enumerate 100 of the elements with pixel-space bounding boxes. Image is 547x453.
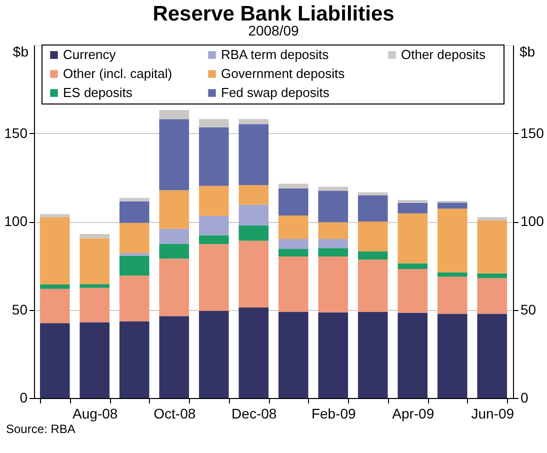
x-tick-label: Aug-08 bbox=[72, 406, 118, 422]
bar bbox=[318, 222, 348, 239]
bar bbox=[437, 314, 468, 398]
y-tick-label: 100 bbox=[4, 213, 28, 229]
legend-label: RBA term deposits bbox=[221, 47, 330, 62]
bar bbox=[318, 312, 348, 398]
bar bbox=[398, 312, 428, 398]
y-axis-title: $b bbox=[12, 44, 29, 60]
bar bbox=[119, 276, 150, 322]
bar bbox=[198, 235, 229, 244]
x-tick-label: Dec-08 bbox=[232, 406, 277, 422]
bar bbox=[477, 273, 508, 278]
bar bbox=[278, 249, 308, 256]
bar bbox=[119, 253, 150, 256]
bar bbox=[278, 216, 308, 239]
bar bbox=[358, 312, 388, 398]
bar bbox=[358, 252, 388, 260]
bar bbox=[437, 208, 468, 272]
bar bbox=[119, 202, 150, 223]
bar bbox=[40, 323, 70, 398]
bar bbox=[159, 110, 190, 120]
bar bbox=[358, 192, 388, 196]
bar bbox=[198, 244, 229, 311]
legend-label: Other (incl. capital) bbox=[63, 66, 172, 81]
y2-tick-label: 100 bbox=[520, 213, 544, 229]
bar bbox=[318, 190, 348, 222]
bar bbox=[437, 276, 468, 314]
bar bbox=[278, 312, 308, 398]
bar bbox=[40, 284, 70, 289]
bar bbox=[358, 195, 388, 222]
bar bbox=[119, 198, 150, 202]
bar bbox=[80, 288, 110, 322]
bar bbox=[40, 288, 70, 324]
bar bbox=[278, 256, 308, 312]
bar bbox=[198, 310, 229, 398]
legend-label: Government deposits bbox=[221, 66, 346, 81]
bar bbox=[238, 185, 269, 205]
y2-axis-title: $b bbox=[520, 44, 536, 60]
bar bbox=[80, 234, 110, 238]
bar bbox=[159, 258, 190, 316]
y2-tick-label: 150 bbox=[520, 124, 544, 141]
source-note: Source: RBA bbox=[6, 422, 76, 436]
bar bbox=[398, 213, 428, 264]
bar bbox=[198, 186, 229, 216]
bar bbox=[80, 238, 110, 284]
bar bbox=[477, 217, 508, 220]
bar bbox=[80, 322, 110, 398]
legend-label: Currency bbox=[63, 47, 116, 62]
bar bbox=[40, 217, 70, 285]
y-tick-label: 50 bbox=[12, 301, 28, 318]
bar bbox=[198, 127, 229, 186]
chart-subtitle: 2008/09 bbox=[248, 22, 300, 38]
legend-label: Other deposits bbox=[401, 47, 486, 62]
bar bbox=[159, 228, 190, 244]
bar bbox=[477, 278, 508, 314]
bar bbox=[159, 316, 190, 398]
y-tick-label: 0 bbox=[20, 390, 28, 406]
bar bbox=[80, 284, 110, 288]
x-tick-label: Jun-09 bbox=[471, 406, 514, 422]
bar bbox=[477, 220, 508, 274]
legend-label: ES deposits bbox=[63, 85, 133, 100]
bar bbox=[119, 256, 150, 276]
bar bbox=[40, 214, 70, 218]
bar bbox=[477, 314, 508, 398]
bar bbox=[318, 186, 348, 191]
bar bbox=[278, 184, 308, 188]
bar bbox=[318, 238, 348, 248]
bar bbox=[278, 188, 308, 216]
bar bbox=[278, 238, 308, 250]
bar bbox=[398, 268, 428, 313]
bar bbox=[398, 200, 428, 203]
bar bbox=[159, 119, 190, 190]
bar bbox=[318, 248, 348, 256]
bar bbox=[238, 240, 269, 308]
x-tick-label: Oct-08 bbox=[154, 406, 196, 422]
y2-tick-label: 0 bbox=[520, 390, 528, 406]
bar bbox=[119, 321, 150, 398]
bar bbox=[238, 124, 269, 186]
bar bbox=[238, 226, 269, 241]
bar bbox=[437, 272, 468, 277]
bar bbox=[398, 263, 428, 269]
x-tick-label: Apr-09 bbox=[392, 406, 434, 422]
legend-label: Fed swap deposits bbox=[221, 85, 330, 100]
bar bbox=[398, 202, 428, 214]
bar bbox=[238, 307, 269, 398]
bar bbox=[318, 256, 348, 312]
bar bbox=[238, 119, 269, 124]
bar bbox=[198, 216, 229, 236]
bar bbox=[437, 202, 468, 209]
bar bbox=[159, 244, 190, 259]
y2-tick-label: 50 bbox=[520, 301, 536, 318]
bar bbox=[198, 119, 229, 128]
x-tick-label: Feb-09 bbox=[311, 406, 356, 422]
chart-title: Reserve Bank Liabilities bbox=[152, 2, 394, 26]
bar bbox=[159, 190, 190, 229]
bar bbox=[238, 204, 269, 226]
bar bbox=[358, 260, 388, 312]
y-tick-label: 150 bbox=[4, 124, 28, 141]
bar bbox=[119, 222, 150, 254]
bar bbox=[358, 222, 388, 252]
